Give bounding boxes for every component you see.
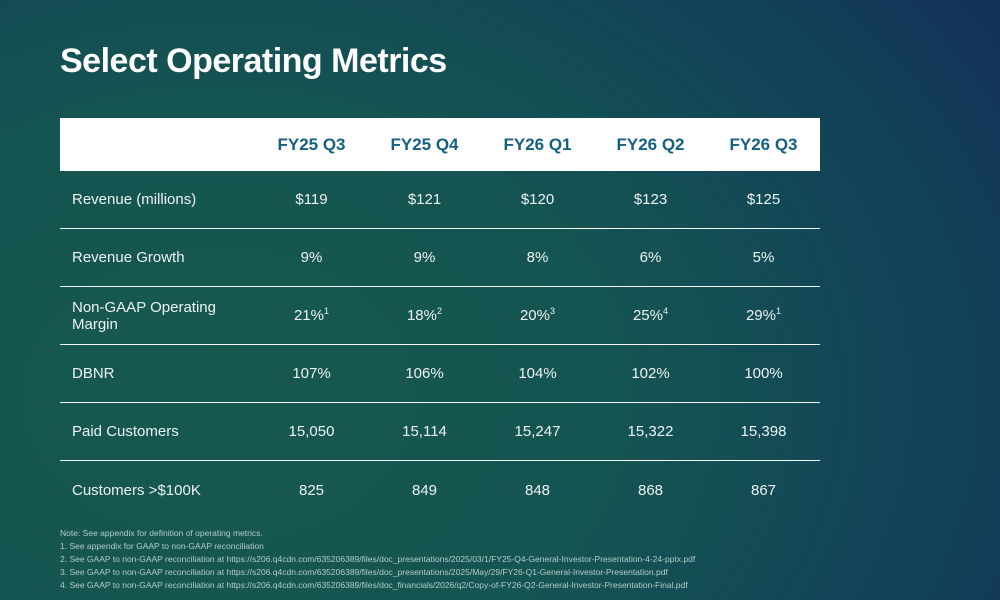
operating-metrics-table: FY25 Q3 FY25 Q4 FY26 Q1 FY26 Q2 FY26 Q3 … bbox=[60, 118, 820, 519]
row-label: DBNR bbox=[72, 365, 115, 382]
column-header-fy26-q3: FY26 Q3 bbox=[729, 134, 798, 154]
metric-value: 867 bbox=[750, 481, 777, 499]
column-header-fy25-q3: FY25 Q3 bbox=[277, 134, 346, 154]
metric-value: $119 bbox=[295, 191, 328, 208]
metric-value: 104% bbox=[518, 365, 557, 382]
metric-value-text: 21% bbox=[293, 307, 324, 324]
metric-value: 100% bbox=[744, 365, 783, 382]
metric-value: 15,050 bbox=[288, 423, 335, 440]
metric-value: 25%4 bbox=[594, 306, 707, 325]
metric-value: 15,322 bbox=[627, 423, 674, 440]
metric-value-text: 18% bbox=[406, 307, 437, 324]
footnote-ref: 2 bbox=[437, 306, 443, 316]
metric-value: 102% bbox=[631, 365, 670, 382]
metric-value: 8% bbox=[526, 249, 549, 266]
column-header-fy25-q4: FY25 Q4 bbox=[390, 134, 459, 154]
metric-value: 849 bbox=[411, 481, 438, 499]
row-label: Revenue Growth bbox=[72, 249, 185, 266]
metric-value: 106% bbox=[405, 365, 444, 382]
footnote-3: 3. See GAAP to non-GAAP reconciliation a… bbox=[60, 567, 668, 577]
metric-value: 9% bbox=[300, 249, 323, 266]
metric-value: $121 bbox=[407, 191, 442, 208]
table-row-operating-margin: Non-GAAP Operating Margin 21%1 18%2 20%3… bbox=[60, 287, 820, 345]
table-row-customers-100k: Customers >$100K 825 849 848 868 867 bbox=[60, 461, 820, 519]
footnote-note: Note: See appendix for definition of ope… bbox=[60, 528, 263, 538]
metric-value: 107% bbox=[292, 365, 331, 382]
metric-value: 6% bbox=[639, 249, 662, 266]
metric-value: 21%1 bbox=[255, 306, 368, 325]
metric-value: 848 bbox=[524, 481, 551, 499]
footnote-2: 2. See GAAP to non-GAAP reconciliation a… bbox=[60, 554, 696, 564]
metric-value: 18%2 bbox=[368, 306, 481, 325]
table-row-revenue: Revenue (millions) $119 $121 $120 $123 $… bbox=[60, 171, 820, 229]
row-label: Revenue (millions) bbox=[72, 191, 197, 208]
metric-value: $125 bbox=[746, 191, 781, 208]
metric-value: 20%3 bbox=[481, 306, 594, 325]
row-label: Non-GAAP Operating Margin bbox=[72, 298, 216, 333]
metric-value-text: 25% bbox=[632, 307, 663, 324]
metric-value: 868 bbox=[637, 481, 664, 499]
column-header-fy26-q1: FY26 Q1 bbox=[503, 134, 572, 154]
metric-value: 825 bbox=[298, 481, 325, 499]
table-row-revenue-growth: Revenue Growth 9% 9% 8% 6% 5% bbox=[60, 229, 820, 287]
footnote-ref: 4 bbox=[663, 306, 669, 316]
metric-value: 5% bbox=[752, 249, 775, 266]
metric-value: 15,247 bbox=[514, 423, 561, 440]
footnotes: Note: See appendix for definition of ope… bbox=[60, 527, 960, 592]
row-label: Paid Customers bbox=[72, 423, 179, 440]
table-header-row: FY25 Q3 FY25 Q4 FY26 Q1 FY26 Q2 FY26 Q3 bbox=[60, 118, 820, 171]
metric-value: 29%1 bbox=[707, 306, 820, 325]
footnote-1: 1. See appendix for GAAP to non-GAAP rec… bbox=[60, 541, 264, 551]
metric-value-text: 29% bbox=[745, 307, 776, 324]
metric-value: 15,398 bbox=[740, 423, 787, 440]
footnote-ref: 1 bbox=[324, 306, 330, 316]
footnote-4: 4. See GAAP to non-GAAP reconciliation a… bbox=[60, 580, 688, 590]
footnote-ref: 3 bbox=[550, 306, 556, 316]
metric-value-text: 20% bbox=[519, 307, 550, 324]
column-header-fy26-q2: FY26 Q2 bbox=[616, 134, 685, 154]
row-label: Customers >$100K bbox=[72, 481, 201, 499]
metric-value: 15,114 bbox=[402, 423, 447, 440]
metric-value: 9% bbox=[413, 249, 436, 266]
slide-title: Select Operating Metrics bbox=[60, 42, 447, 80]
table-row-paid-customers: Paid Customers 15,050 15,114 15,247 15,3… bbox=[60, 403, 820, 461]
footnote-ref: 1 bbox=[776, 306, 782, 316]
metric-value: $123 bbox=[633, 191, 668, 208]
table-row-dbnr: DBNR 107% 106% 104% 102% 100% bbox=[60, 345, 820, 403]
metric-value: $120 bbox=[520, 191, 555, 208]
